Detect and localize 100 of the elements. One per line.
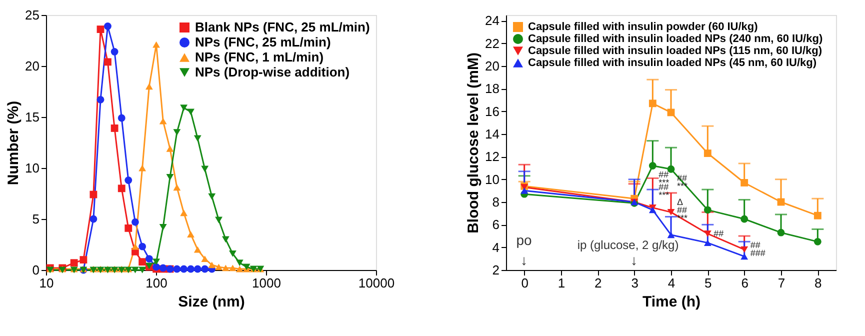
point [124, 224, 132, 232]
point [228, 264, 236, 272]
point [104, 58, 112, 66]
legend-label: NPs (FNC, 1 mL/min) [195, 50, 324, 64]
point [215, 216, 222, 224]
y-tick-label: 22 [485, 36, 500, 51]
legend-label: Capsule filled with insulin loaded NPs (240 nm, 60 IU/kg) [528, 33, 823, 45]
x-tick-label: 5 [704, 276, 712, 290]
annotation: ip (glucose, 2 g/kg) [577, 238, 679, 252]
point [166, 174, 174, 180]
x-tick-label: 8 [814, 276, 822, 290]
point [704, 230, 712, 237]
point [159, 224, 167, 230]
point [208, 262, 216, 268]
y-tick-label: 20 [25, 58, 40, 74]
point [118, 184, 126, 192]
point [740, 215, 748, 223]
point [648, 162, 656, 170]
y-tick-label: 25 [25, 8, 40, 22]
point [667, 208, 675, 216]
y-tick-label: 2 [492, 262, 500, 278]
point [814, 238, 822, 246]
point [152, 258, 160, 266]
y-tick-label: 10 [25, 160, 40, 176]
point [667, 165, 675, 173]
point [215, 264, 222, 270]
point [145, 83, 153, 90]
annotation: ↓ [520, 252, 528, 268]
point [520, 187, 528, 194]
y-tick-label: 16 [485, 104, 500, 119]
point [138, 266, 146, 274]
point [704, 206, 712, 214]
point [648, 206, 656, 214]
point [173, 184, 181, 191]
point [180, 104, 188, 112]
point [777, 228, 785, 236]
point [173, 129, 181, 136]
x-tick-label: 6 [741, 276, 748, 290]
point [180, 210, 188, 216]
point [208, 193, 216, 200]
x-tick-label: 1 [558, 276, 566, 290]
point [187, 231, 194, 238]
point [704, 150, 712, 157]
point [131, 266, 139, 274]
y-tick-label: 24 [485, 13, 500, 28]
x-axis-title: Size (nm) [178, 294, 245, 310]
y-tick-label: 6 [492, 217, 500, 232]
point [194, 246, 202, 253]
point [138, 258, 146, 266]
point [90, 190, 98, 198]
y-tick-label: 8 [492, 194, 500, 210]
x-tick-label: 10000 [358, 276, 395, 290]
point [96, 26, 104, 33]
y-tick-label: 5 [32, 212, 40, 226]
point [222, 264, 230, 272]
x-tick-label: 100 [146, 276, 168, 290]
point [201, 256, 209, 262]
point [194, 135, 202, 142]
point [814, 212, 822, 220]
y-tick-label: 12 [485, 149, 500, 164]
y-tick-label: 4 [492, 240, 500, 255]
y-axis-title: Blood glucose level (mM) [465, 52, 482, 234]
point [131, 243, 139, 250]
x-tick-label: 0 [521, 276, 528, 290]
point [740, 179, 748, 186]
x-axis-title: Time (h) [642, 294, 701, 310]
x-tick-label: 1000 [252, 276, 281, 290]
point [138, 164, 146, 172]
y-tick-label: 0 [32, 262, 40, 278]
point [228, 250, 236, 257]
point [236, 266, 244, 272]
x-tick-label: 7 [778, 276, 786, 290]
point [667, 232, 675, 238]
point [110, 124, 118, 132]
annotation: po [516, 232, 532, 248]
y-tick-label: 18 [485, 81, 500, 96]
x-tick-label: 4 [668, 276, 676, 290]
point [236, 260, 244, 266]
point [704, 240, 712, 246]
y-tick-label: 20 [485, 58, 500, 74]
point [740, 253, 748, 260]
y-tick-label: 10 [485, 172, 500, 187]
point [152, 41, 160, 48]
annotation: ## ### [750, 240, 766, 258]
legend-label: Blank NPs (FNC, 25 mL/min) [195, 20, 370, 34]
point [222, 236, 230, 243]
legend-label: NPs (FNC, 25 mL/min) [195, 34, 331, 50]
point [740, 246, 748, 253]
x-tick-label: 2 [594, 276, 602, 290]
legend-label: Capsule filled with insulin powder (60 IU/kg) [528, 21, 758, 33]
legend-label: Capsule filled with insulin loaded NPs (115 nm, 60 IU/kg) [528, 45, 822, 57]
annotation: ## [714, 228, 724, 239]
point [159, 118, 167, 124]
x-tick-label: 3 [631, 276, 638, 290]
point [187, 108, 194, 116]
legend-label: Capsule filled with insulin loaded NPs (45 nm, 60 IU/kg) [528, 57, 817, 69]
point [648, 100, 656, 108]
legend-label: NPs (Drop-wise addition) [195, 64, 350, 80]
y-tick-label: 15 [25, 110, 40, 124]
point [166, 145, 174, 152]
